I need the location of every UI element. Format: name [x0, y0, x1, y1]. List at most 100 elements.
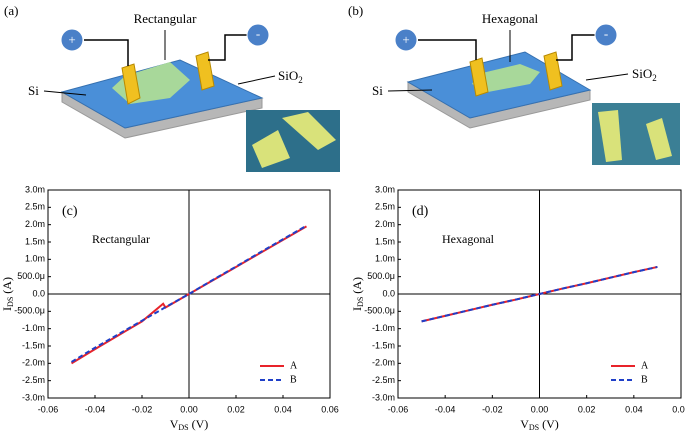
- y-tick-label: -3.0m: [372, 392, 395, 402]
- panel-label: (b): [348, 3, 363, 18]
- y-tick-label: -1.0m: [372, 323, 395, 333]
- annotation: Rectangular: [92, 232, 150, 246]
- substrate-label: Si: [28, 83, 39, 98]
- lead: [556, 34, 596, 61]
- y-tick-label: 500.0μ: [17, 271, 45, 281]
- lead: [208, 34, 248, 61]
- annotation: Hexagonal: [442, 232, 495, 246]
- y-tick-label: 0.0: [32, 288, 45, 298]
- y-tick-label: -3.0m: [22, 392, 45, 402]
- y-label-unit: (A): [350, 277, 364, 294]
- y-tick-label: 2.0m: [375, 219, 395, 229]
- x-tick-label: 0.00: [531, 404, 549, 414]
- arrow: [387, 89, 433, 92]
- terminal: [60, 28, 84, 52]
- y-tick-label: 500.0μ: [367, 271, 395, 281]
- electrode: [469, 57, 489, 97]
- x-tick-label: 0.02: [227, 404, 245, 414]
- diagram-b: + - (b) Hexagonal SiO2 Si: [348, 3, 680, 165]
- x-label-main: V: [170, 417, 179, 431]
- legend-label: B: [290, 374, 297, 385]
- lead: [84, 39, 129, 66]
- y-tick-label: -2.0m: [22, 358, 45, 368]
- panel-label: (c): [62, 204, 78, 219]
- plus-label: +: [402, 32, 409, 47]
- electrode: [195, 51, 215, 91]
- panel-label: (a): [4, 3, 18, 18]
- arrow: [43, 90, 87, 96]
- charts: 3.0m 2.5m 2.0m 1.5m 1.0m 500.0μ 0.0 -500.0μ -1.0…: [0, 184, 685, 431]
- x-tick-label: 0.02: [578, 404, 596, 414]
- x-axis-label: VDS (V): [520, 417, 559, 432]
- x-label-unit: (V): [542, 417, 559, 431]
- legend-label: A: [641, 360, 649, 371]
- arrow: [237, 75, 276, 85]
- x-label-sub: DS: [529, 423, 539, 432]
- y-tick-label: -500.0μ: [14, 306, 45, 316]
- oxide-label: SiO2: [278, 68, 303, 85]
- electrode: [543, 51, 563, 91]
- y-tick-label: 2.0m: [25, 219, 45, 229]
- oxide-label: SiO2: [632, 66, 657, 83]
- y-tick-label: 2.5m: [25, 202, 45, 212]
- minus-label: -: [256, 26, 260, 41]
- y-label-sub: DS: [6, 297, 15, 307]
- terminal: [246, 23, 270, 47]
- x-tick-label: 0.06: [321, 404, 339, 414]
- y-tick-label: 1.5m: [375, 236, 395, 246]
- x-tick-label: -0.02: [132, 404, 153, 414]
- chart: 3.0m 2.5m 2.0m 1.5m 1.0m 500.0μ 0.0 -500.0μ -1.0…: [350, 184, 685, 431]
- lead: [418, 39, 477, 60]
- substrate-label: Si: [372, 83, 383, 98]
- terminal: [594, 23, 618, 47]
- chart: 3.0m 2.5m 2.0m 1.5m 1.0m 500.0μ 0.0 -500.0μ -1.0…: [0, 184, 339, 431]
- terminal: [394, 28, 418, 52]
- y-axis-label: IDS (A): [0, 277, 15, 311]
- flake: [472, 64, 540, 92]
- photo-pad: [598, 110, 622, 162]
- x-label-sub: DS: [178, 423, 188, 432]
- y-label-sub: DS: [356, 297, 365, 307]
- electrode: [121, 63, 141, 105]
- y-label-main: I: [350, 307, 364, 311]
- x-label-unit: (V): [192, 417, 209, 431]
- panel-label: (d): [412, 204, 429, 219]
- y-tick-label: 3.0m: [375, 184, 395, 194]
- y-tick-label: -1.5m: [372, 340, 395, 350]
- y-tick-label: 3.0m: [25, 184, 45, 194]
- y-label-unit: (A): [0, 277, 14, 294]
- y-tick-label: 1.0m: [375, 254, 395, 264]
- x-tick-label: 0.04: [625, 404, 643, 414]
- diagram-a: + - (a) Rectangular SiO2 Si: [4, 3, 340, 172]
- photo-pad: [282, 112, 336, 150]
- y-tick-label: -1.0m: [22, 323, 45, 333]
- series-line: [421, 265, 658, 323]
- minus-label: -: [604, 26, 608, 41]
- series-line: [70, 224, 307, 363]
- x-tick-label: 0.00: [180, 404, 198, 414]
- plus-label: +: [68, 32, 75, 47]
- y-tick-label: -2.0m: [372, 358, 395, 368]
- x-tick-label: -0.06: [38, 404, 59, 414]
- x-tick-label: -0.06: [388, 404, 409, 414]
- arrow: [585, 73, 629, 81]
- photo-pad: [252, 130, 290, 168]
- y-tick-label: 2.5m: [375, 202, 395, 212]
- y-tick-label: 0.0: [382, 288, 395, 298]
- y-tick-label: -1.5m: [22, 340, 45, 350]
- x-tick-label: -0.04: [435, 404, 456, 414]
- legend-label: A: [290, 360, 298, 371]
- x-label-main: V: [520, 417, 529, 431]
- x-axis-label: VDS (V): [170, 417, 209, 432]
- legend-label: B: [641, 374, 648, 385]
- shape-label: Hexagonal: [482, 11, 539, 26]
- x-tick-label: 0.06: [672, 404, 685, 414]
- x-tick-label: -0.02: [482, 404, 503, 414]
- x-tick-label: -0.04: [85, 404, 106, 414]
- x-tick-label: 0.04: [274, 404, 292, 414]
- photo-pad: [646, 118, 672, 160]
- y-axis-label: IDS (A): [350, 277, 365, 311]
- y-tick-label: 1.0m: [25, 254, 45, 264]
- y-tick-label: -2.5m: [22, 375, 45, 385]
